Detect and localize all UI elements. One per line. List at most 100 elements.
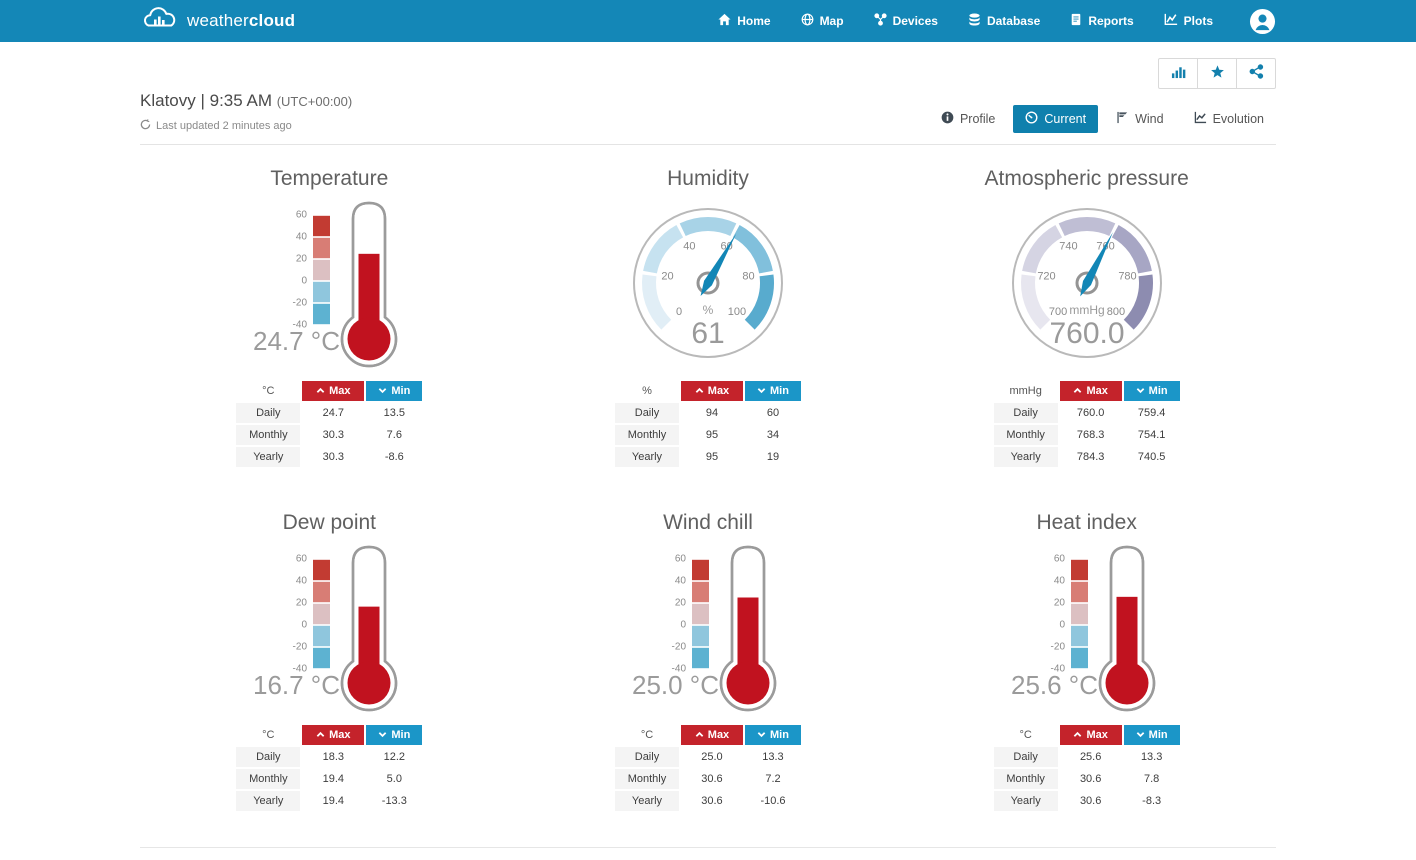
tab-current[interactable]: Current [1013,105,1099,133]
chevron-down-icon [757,729,766,741]
row-label: Daily [236,403,301,423]
min-value: 19 [766,451,780,463]
chevron-down-icon [378,729,387,741]
brand-name: weathercloud [187,11,296,30]
row-label: Monthly [993,425,1058,445]
table-row: Yearly 30.6 -10.6 [614,791,801,811]
gauge-tick-label: 0 [676,306,682,318]
statistics-button[interactable] [1158,58,1198,89]
favorite-button[interactable] [1197,58,1237,89]
table-row: Monthly 95 34 [614,425,801,445]
panel-title: Heat index [1036,511,1137,534]
max-column-header: Max [680,725,743,745]
minmax-table: °C Max Min Daily 24.7 13.5 Monthly 30.3 … [234,379,424,469]
gauge-tick-label: -20 [293,642,308,653]
max-value: 30.6 [701,773,723,785]
panels-grid: Temperature 60 40 20 0 -20 -40 24.7 °C °C Max … [140,167,1276,813]
panel-title: Humidity [667,167,749,190]
max-value: 25.0 [701,751,723,763]
gauge: 60 40 20 0 -20 -40 16.7 °C [140,543,519,715]
gauge-tick-label: -20 [1050,642,1065,653]
user-avatar[interactable] [1249,8,1276,35]
min-value: -10.6 [760,795,786,807]
nav-menu: Home Map Devices Database Reports Plots [718,8,1276,35]
row-label: Yearly [236,447,301,467]
gauge-unit: mmHg [1069,303,1104,317]
gauge-tick-label: 60 [296,210,308,221]
nav-item-database[interactable]: Database [968,13,1040,29]
gauge-tick-label: 40 [675,576,687,587]
gauge-tick-label: 40 [296,232,308,243]
table-row: Daily 25.6 13.3 [993,747,1180,767]
devices-icon [873,13,887,29]
weathercloud-logo[interactable]: weathercloud [140,5,295,37]
gauge-tick-label: 40 [296,576,308,587]
max-column-header: Max [1059,725,1122,745]
gauge-tick-label: 100 [728,306,746,318]
nav-label: Home [737,14,771,28]
gauge-tick-label: 780 [1118,271,1136,283]
min-value: 13.3 [762,751,784,763]
chevron-down-icon [1136,385,1145,397]
minmax-table: % Max Min Daily 94 60 Monthly 95 34 Year… [613,379,803,469]
nav-item-map[interactable]: Map [801,13,844,29]
info-icon [941,111,954,127]
plots-icon [1164,13,1178,29]
gauge-tick-label: 40 [1054,576,1066,587]
row-label: Daily [614,747,679,767]
table-unit-label: °C [640,729,654,741]
gauge-panel: Wind chill 60 40 20 0 -20 -40 25.0 °C °C Max M… [519,511,898,813]
min-value: 12.2 [383,751,406,763]
min-value: -8.6 [384,451,404,463]
gauge-value: 25.0 °C [632,670,719,700]
nav-item-devices[interactable]: Devices [873,13,938,29]
share-icon [1249,63,1264,84]
minmax-table: °C Max Min Daily 25.0 13.3 Monthly 30.6 … [613,723,803,813]
max-value: 25.6 [1079,751,1102,763]
share-button[interactable] [1236,58,1276,89]
tab-wind[interactable]: Wind [1104,105,1175,133]
gauge-tick-label: -20 [672,642,687,653]
max-value: 19.4 [322,773,345,785]
row-label: Daily [614,403,679,423]
nav-item-plots[interactable]: Plots [1164,13,1213,29]
nav-item-home[interactable]: Home [718,13,771,29]
nav-item-reports[interactable]: Reports [1070,13,1134,29]
gauge-tick-label: 0 [680,620,686,631]
nav-label: Map [819,14,844,28]
min-value: 759.4 [1137,407,1166,419]
min-value: 34 [766,429,780,441]
table-row: Monthly 30.6 7.2 [614,769,801,789]
refresh-icon [140,119,151,133]
nav-label: Reports [1088,14,1134,28]
gauge-tick-label: 80 [742,271,754,283]
gauge-value: 24.7 °C [253,326,340,356]
thermometer-fill [358,606,380,675]
gauge: 60 40 20 0 -20 -40 25.6 °C [897,543,1276,715]
line-chart-icon [1194,111,1207,127]
tab-profile[interactable]: Profile [929,105,1007,133]
view-tabs: Profile Current Wind Evolution [929,105,1276,133]
gauge-tick-label: 0 [1059,620,1065,631]
panel-title: Atmospheric pressure [984,167,1189,190]
row-label: Yearly [614,791,679,811]
min-value: 7.2 [765,773,781,785]
max-value: 18.3 [322,751,345,763]
gauge-tick-label: -40 [672,664,687,675]
chevron-down-icon [378,385,387,397]
gauge-tick-label: 40 [683,240,695,252]
gauge-tick-label: 700 [1048,306,1066,318]
min-column-header: Min [744,725,801,745]
min-value: -8.3 [1142,795,1162,807]
thermometer-fill [1116,596,1138,675]
thermometer-fill [737,597,759,675]
gauge-tick-label: 20 [675,598,687,609]
min-value: 13.3 [1140,751,1163,763]
table-row: Yearly 30.3 -8.6 [236,447,422,467]
thermometer-fill [358,253,380,331]
tab-evolution[interactable]: Evolution [1182,105,1276,133]
gauge-tick-label: 20 [661,271,673,283]
max-column-header: Max [680,381,743,401]
bar-chart-icon [1171,64,1186,84]
